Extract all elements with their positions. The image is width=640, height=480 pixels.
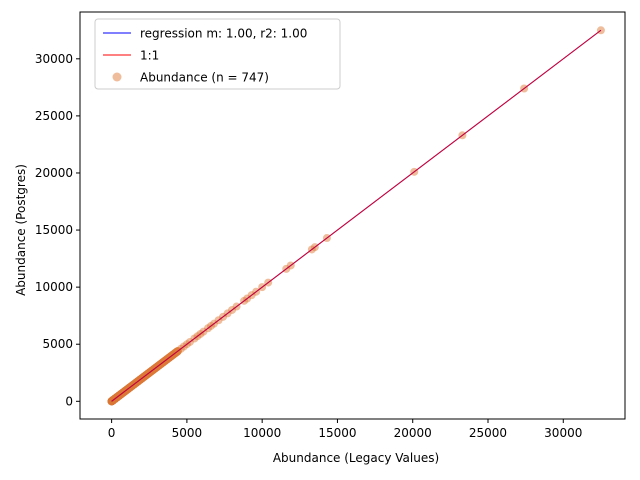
x-tick-label: 15000	[318, 426, 356, 440]
legend-label: regression m: 1.00, r2: 1.00	[140, 27, 307, 41]
y-tick-label: 10000	[35, 280, 73, 294]
x-tick-label: 5000	[172, 426, 203, 440]
legend-label: 1:1	[140, 49, 159, 63]
x-tick-label: 30000	[544, 426, 582, 440]
x-tick-label: 25000	[469, 426, 507, 440]
x-tick-label: 10000	[243, 426, 281, 440]
y-tick-label: 30000	[35, 52, 73, 66]
y-axis-label: Abundance (Postgres)	[14, 164, 28, 296]
y-tick-label: 25000	[35, 109, 73, 123]
legend-label: Abundance (n = 747)	[140, 71, 269, 85]
legend-box	[94, 18, 341, 90]
y-tick-label: 0	[65, 394, 73, 408]
legend-marker-swatch	[112, 72, 122, 82]
x-axis-label: Abundance (Legacy Values)	[273, 451, 439, 465]
y-tick-label: 15000	[35, 223, 73, 237]
y-tick-label: 20000	[35, 166, 73, 180]
plot-frame	[79, 11, 626, 420]
identity-line	[111, 29, 602, 402]
x-tick-label: 20000	[394, 426, 432, 440]
y-tick-label: 5000	[42, 337, 73, 351]
x-tick-label: 0	[108, 426, 116, 440]
